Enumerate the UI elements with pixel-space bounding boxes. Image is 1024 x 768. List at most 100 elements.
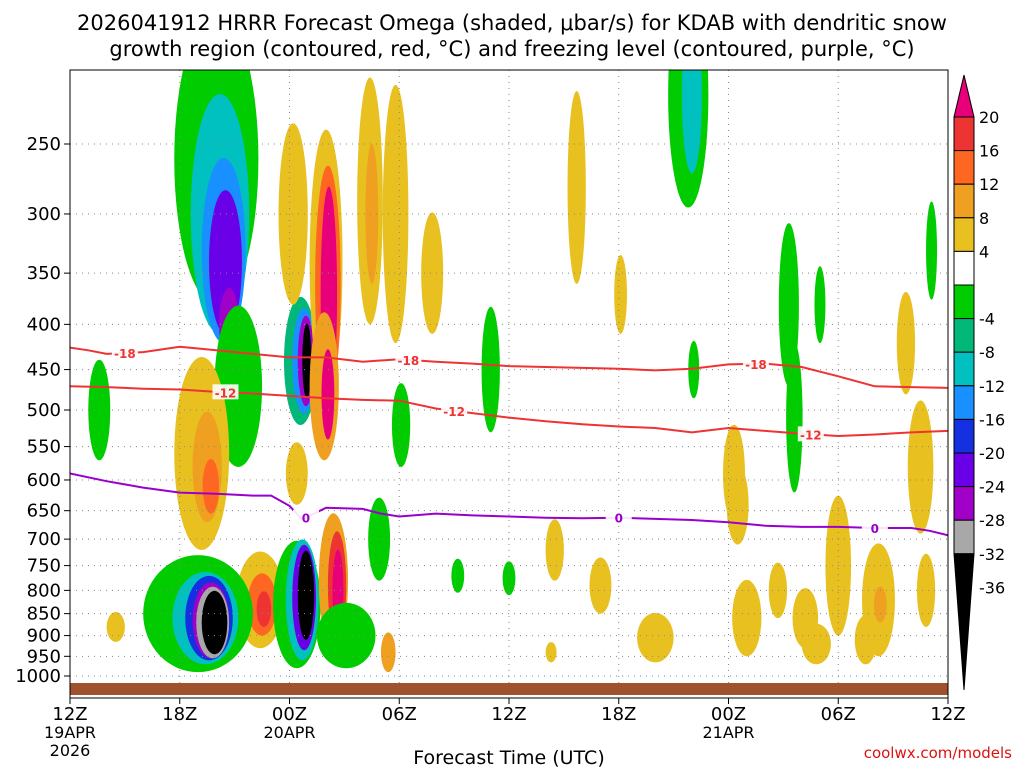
y-tick-label: 550 [27, 437, 61, 458]
contour-label-bg [441, 402, 468, 418]
x-tick-label: 06Z [821, 704, 856, 725]
colorbar-bin [953, 385, 975, 420]
y-tick-label: 750 [27, 556, 61, 577]
contour-label: 0 [871, 522, 879, 536]
colorbar-arrow-top [953, 74, 975, 118]
y-tick-label: 950 [27, 646, 61, 667]
omega-cell [302, 323, 312, 399]
omega-cell [285, 442, 308, 505]
x-date-label: 19APR [44, 723, 96, 742]
omega-cell [732, 579, 762, 657]
colorbar-bin [953, 116, 975, 152]
y-tick-label: 650 [27, 501, 61, 522]
colorbar-label: -4 [979, 310, 995, 329]
colorbar-label: -28 [979, 511, 1005, 530]
x-tick-label: 06Z [382, 704, 417, 725]
colorbar-label: -24 [979, 478, 1005, 497]
y-tick-label: 800 [27, 580, 61, 601]
x-tick-label: 12Z [930, 704, 965, 725]
contour-label: -12 [800, 428, 822, 442]
y-tick-label: 1000 [15, 666, 61, 687]
omega-cell [202, 458, 220, 514]
y-tick-label: 900 [27, 626, 61, 647]
colorbar-label: -12 [979, 377, 1005, 396]
y-tick-label: 450 [27, 360, 61, 381]
contour-line-0 [70, 472, 948, 537]
colorbar-bin [953, 284, 975, 320]
omega-cell [391, 383, 411, 467]
contour-label-bg [212, 384, 239, 400]
grid [70, 70, 948, 698]
y-axis: 2503003504004505005506006507007508008509… [15, 134, 70, 687]
omega-cell [907, 400, 934, 534]
contour-line--18 [70, 345, 948, 389]
omega-cell [768, 562, 788, 619]
y-tick-label: 350 [27, 263, 61, 284]
y-tick-label: 700 [27, 529, 61, 550]
omega-cell [502, 561, 516, 596]
contour-label: -18 [114, 347, 136, 361]
omega-cell [297, 550, 315, 640]
omega-cell [916, 553, 936, 627]
x-date-label: 20APR [263, 723, 315, 742]
contour-label: 0 [302, 512, 310, 526]
y-tick-label: 500 [27, 400, 61, 421]
x-tick-label: 12Z [491, 704, 526, 725]
omega-cell [106, 611, 125, 642]
colorbar-label: 12 [979, 175, 999, 194]
omega-cell [614, 255, 627, 334]
colorbar-label: 16 [979, 142, 999, 161]
x-tick-label: 12Z [52, 704, 87, 725]
colorbar-bin [953, 519, 975, 555]
omega-cell [545, 642, 557, 663]
colorbar-bin [953, 351, 975, 387]
colorbar-bin [953, 452, 975, 488]
omega-cell [567, 91, 586, 284]
x-date-label: 21APR [702, 723, 754, 742]
contour-label: -12 [215, 386, 237, 400]
contour-label: -12 [443, 405, 465, 419]
colorbar-label: -32 [979, 545, 1005, 564]
omega-cell [681, 70, 702, 174]
omega-cell [786, 342, 803, 493]
omega-cell [380, 632, 396, 673]
omega-cell [801, 623, 831, 665]
omega-cell [896, 291, 916, 395]
omega-cell [368, 497, 391, 581]
colorbar-label: -8 [979, 343, 995, 362]
y-tick-label: 300 [27, 204, 61, 225]
contour-label-bg [605, 509, 632, 525]
colorbar-bin [953, 250, 975, 286]
omega-cell [382, 84, 409, 344]
contour-label-bg [797, 426, 824, 442]
chart-title-line2: growth region (contoured, red, °C) and f… [109, 37, 914, 61]
omega-cell [256, 591, 272, 627]
chart-title-line1: 2026041912 HRRR Forecast Omega (shaded, … [77, 11, 947, 35]
omega-cell [365, 144, 379, 284]
omega-cell [726, 464, 749, 545]
contour-label-bg [742, 355, 769, 371]
y-tick-label: 250 [27, 134, 61, 155]
contour-label-bg [861, 519, 888, 535]
omega-cell [278, 123, 308, 305]
colorbar-bin [953, 183, 975, 219]
colorbar-bin [953, 318, 975, 353]
omega-cell [873, 586, 887, 623]
omega-cell [201, 590, 228, 655]
contour-label-bg [292, 509, 319, 525]
omega-cell [926, 201, 938, 300]
x-axis-label: Forecast Time (UTC) [413, 747, 604, 768]
colorbar: 20 16 12 8 4 -4 -8 -12 -16 -20 -24 -28 -32 -36 [953, 74, 1005, 691]
colorbar-label: -20 [979, 444, 1005, 463]
omega-cell [321, 349, 335, 440]
credit-text: coolwx.com/models [864, 744, 1012, 762]
contour-label: -18 [745, 358, 767, 372]
omega-cell [637, 613, 674, 663]
x-tick-label: 18Z [601, 704, 636, 725]
omega-cell [88, 359, 111, 461]
colorbar-bin [953, 418, 975, 454]
y-tick-label: 600 [27, 470, 61, 491]
colorbar-bin [953, 217, 975, 252]
